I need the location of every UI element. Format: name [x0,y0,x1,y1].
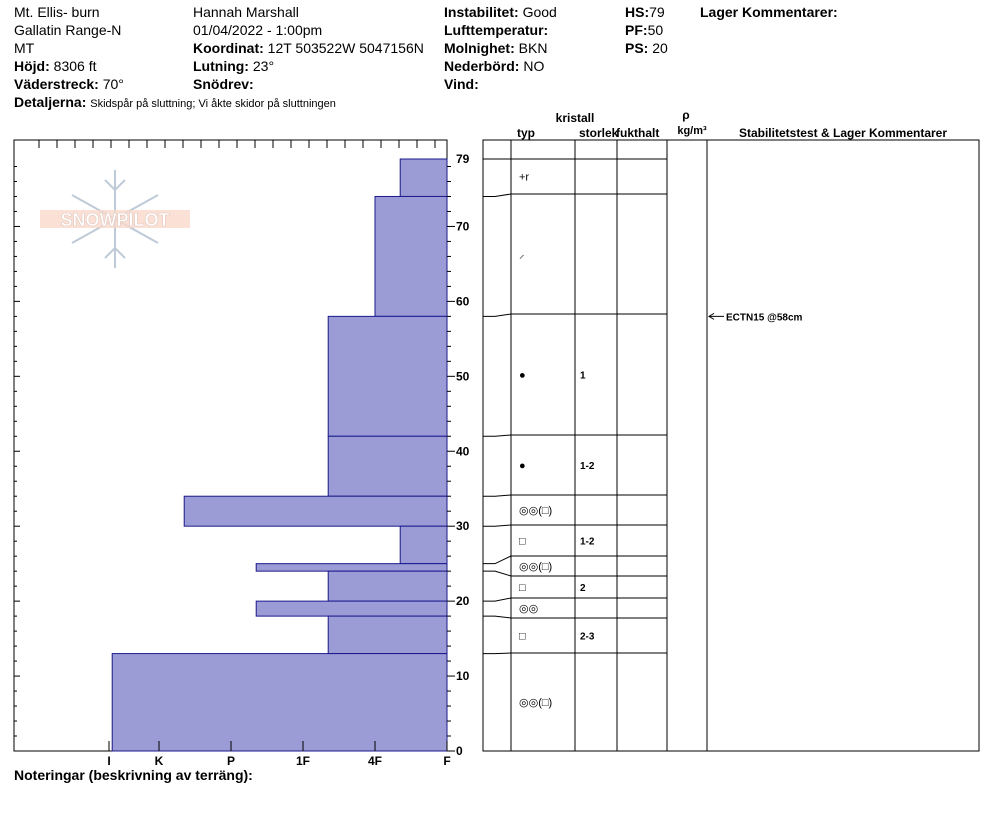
hardness-bar-3 [327,435,448,497]
hardness-bar-10 [111,653,448,752]
hardness-bar-7 [327,570,448,602]
header-density-unit: kg/m³ [677,125,707,137]
layer-comments-label: Lager Kommentarer: [700,4,838,20]
sky-value: BKN [518,40,548,56]
slope-label: Lutning: [193,58,249,74]
layer-symbol-1: ⸝ [519,249,525,261]
layer-symbol-4: ◎◎(□) [519,505,552,517]
mountain-range: Gallatin Range-N [14,22,122,38]
layer-symbol-0: +r [519,172,529,184]
depth-label-60: 60 [456,294,470,308]
hardness-label-F: F [443,754,450,768]
depth-label-30: 30 [456,519,470,533]
notes-label: Noteringar (beskrivning av terräng): [14,767,253,783]
stability-arrowhead-0 [708,312,715,320]
aspect-label: Väderstreck: [14,76,99,92]
coordinate-value: 12T 503522W 5047156N [267,40,424,56]
wind-label: Vind: [444,76,479,92]
observation-datetime: 01/04/2022 - 1:00pm [193,22,323,38]
hardness-bar-1 [374,195,448,317]
coordinate-label: Koordinat: [193,40,264,56]
depth-label-50: 50 [456,369,470,383]
instability-label: Instabilitet: [444,4,519,20]
layer-size-7: 2 [580,583,586,594]
drift-label: Snödrev: [193,76,254,92]
sky-label: Molnighet: [444,40,515,56]
layer-symbol-7: □ [519,582,526,594]
location-name: Mt. Ellis- burn [14,4,100,20]
details-value: Skidspår på sluttning; Vi åkte skidor på… [90,98,336,110]
depth-label-79: 79 [456,152,470,166]
header-crystal: kristall [556,111,595,125]
layer-connector-6 [483,555,512,565]
layer-size-9: 2-3 [580,632,595,643]
layer-connector-4 [483,494,512,497]
depth-label-20: 20 [456,594,470,608]
hs-value: 79 [649,4,665,20]
depth-label-70: 70 [456,219,470,233]
observer-name: Hannah Marshall [193,4,299,20]
hs-label: HS: [625,4,650,20]
depth-label-10: 10 [456,669,470,683]
hardness-label-P: P [227,754,235,768]
slope-value: 23° [252,58,275,74]
hardness-label-1F: 1F [296,754,310,768]
header-moisture: fukthalt [616,126,659,140]
header-size: storlek [579,126,619,140]
layer-symbol-5: □ [519,536,526,548]
layer-symbol-10: ◎◎(□) [519,697,552,709]
pf-label: PF: [625,22,648,38]
pf-value: 50 [647,22,664,38]
layer-table-frame [482,139,980,752]
hardness-bar-9 [327,615,448,655]
hardness-bar-8 [255,600,448,617]
layer-size-3: 1-2 [580,461,595,472]
layer-size-5: 1-2 [580,537,595,548]
precip-value: NO [523,58,545,74]
layer-connector-2 [483,313,512,317]
layer-symbol-2: ● [519,370,526,382]
hardness-bar-4 [183,495,448,527]
layer-symbol-9: □ [519,631,526,643]
layer-symbol-8: ◎◎ [519,603,538,615]
layer-connector-5 [483,524,512,527]
layer-symbol-6: ◎◎(□) [519,561,552,573]
precip-label: Nederbörd: [444,58,520,74]
state: MT [14,40,35,56]
hardness-bar-2 [327,315,448,437]
aspect-value: 70° [102,76,124,92]
layer-size-2: 1 [580,371,586,382]
header-type: typ [517,126,535,140]
header-rho: ρ [682,108,689,122]
layer-connector-9 [483,615,512,619]
elevation-value: 8306 ft [53,58,97,74]
layer-connector-1 [483,193,512,197]
snowpilot-logo: SNOWPILOT [40,170,190,268]
hardness-label-I: I [107,754,110,768]
layer-symbol-3: ● [519,460,526,472]
airtemp-label: Lufttemperatur: [444,22,549,38]
instability-value: Good [522,4,557,20]
layer-connector-3 [483,434,512,437]
layer-connector-8 [483,597,512,602]
ps-value: 20 [652,40,668,56]
elevation-label: Höjd: [14,58,50,74]
hardness-label-4F: 4F [368,754,382,768]
stability-test-label-0: ECTN15 @58cm [726,312,803,323]
details-label: Detaljerna: [14,94,87,110]
hardness-bar-6 [255,563,448,572]
layer-connector-7 [483,570,512,577]
depth-label-40: 40 [456,444,470,458]
header-stability: Stabilitetstest & Lager Kommentarer [739,126,947,140]
ps-label: PS: [625,40,649,56]
watermark-text: SNOWPILOT [61,210,170,230]
hardness-label-K: K [155,754,164,768]
layer-connector-10 [483,652,512,655]
hardness-bar-5 [399,525,448,565]
depth-label-0: 0 [456,744,463,758]
hardness-bar-0 [399,158,448,197]
